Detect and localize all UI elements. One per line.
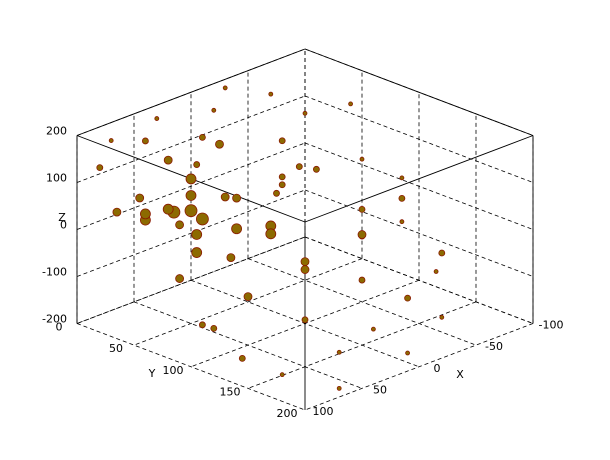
point [141,137,149,145]
x-axis-label: X [456,368,464,381]
point [278,173,286,181]
grid-line [133,258,363,346]
point [336,349,342,355]
point [278,137,286,145]
z-tick-label: -100 [42,266,67,279]
point [348,101,354,107]
point [302,110,308,116]
x-tick-label: 50 [373,383,387,396]
box-edge [304,135,534,223]
point [184,204,198,218]
y-tick-label: 100 [163,364,184,377]
point [300,265,310,274]
box-edge [304,48,534,136]
grid-line [304,95,534,183]
grid-line [76,323,306,411]
x-tick-label: 0 [434,362,441,375]
point [278,181,286,189]
point [433,269,439,274]
z-tick-label: 100 [46,172,67,185]
z-axis-label: Z [58,211,66,224]
x-tick-label: -100 [539,319,564,332]
point [358,205,366,213]
point [438,249,446,257]
point [198,133,206,141]
point [96,164,104,172]
point [300,257,310,267]
point [198,321,206,329]
point [185,190,197,201]
point [404,294,412,302]
point [220,192,230,202]
point [231,223,243,235]
point [295,163,303,171]
x-tick-label: 100 [313,405,334,418]
grid-line [76,189,306,277]
point [399,175,405,181]
y-tick-label: 50 [109,342,123,355]
point [139,208,151,220]
point [405,350,411,356]
point [226,253,236,263]
point [268,91,274,97]
point [370,326,376,332]
point [439,314,445,320]
point [195,212,209,226]
point [191,229,203,240]
grid-line [247,301,477,389]
point [358,276,366,284]
grid-line [304,236,534,324]
point [210,324,218,332]
grid-line [304,323,534,411]
z-tick-label: -200 [42,313,67,326]
point [357,230,367,239]
point [211,107,217,113]
point [162,203,174,215]
point [222,85,228,91]
point [398,194,406,202]
point [273,189,280,197]
point [232,193,242,203]
z-tick-label: 200 [46,125,67,138]
x-tick-label: -50 [485,340,503,353]
point [112,207,122,217]
point [191,247,203,258]
point [301,316,309,324]
point [279,372,285,378]
y-tick-label: 150 [220,385,241,398]
point [175,220,185,230]
grid-line [304,189,534,277]
point [135,193,145,203]
y-axis-label: Y [148,367,156,380]
point [265,228,277,240]
point [336,385,342,391]
point [238,354,246,362]
box-edge [76,48,306,136]
point [359,156,365,162]
point [193,161,201,168]
point [154,116,160,121]
y-tick-label: 200 [277,407,298,420]
grid-line [247,258,477,346]
point [175,274,185,283]
y-tick-label: 0 [56,321,63,334]
point [312,165,320,173]
z-tick-label: 0 [60,219,67,232]
point [243,292,253,302]
point [163,155,173,165]
point [399,219,405,225]
grid-line [76,142,306,230]
grid-line [304,142,534,230]
point [215,139,224,149]
point [108,138,114,143]
point [185,173,197,185]
grid-line [76,236,306,324]
grid-line [76,95,306,183]
